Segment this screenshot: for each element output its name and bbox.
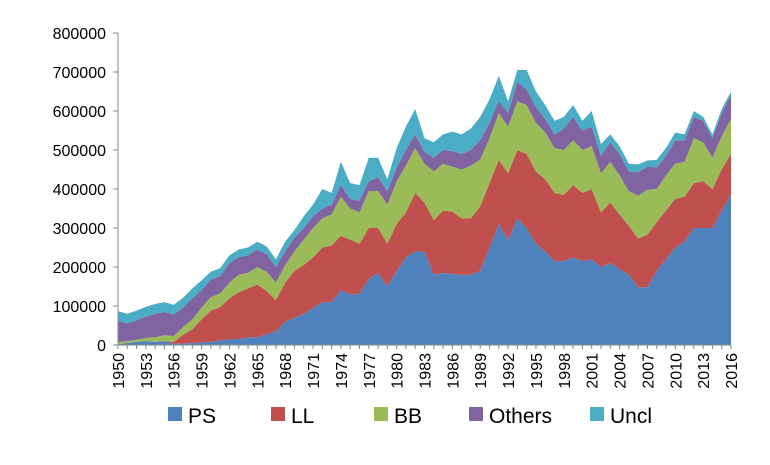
y-tick-label: 700000 bbox=[53, 65, 106, 82]
legend-label: BB bbox=[394, 405, 422, 428]
legend-label: Others bbox=[489, 405, 552, 428]
y-tick-label: 300000 bbox=[53, 221, 106, 238]
y-tick-label: 800000 bbox=[53, 26, 106, 43]
x-tick-label: 1953 bbox=[139, 353, 156, 389]
x-tick-label: 1965 bbox=[250, 353, 267, 389]
legend-swatch bbox=[271, 407, 285, 421]
x-tick-label: 1980 bbox=[390, 353, 407, 389]
x-tick-label: 1986 bbox=[445, 353, 462, 389]
x-tick-label: 2016 bbox=[724, 353, 741, 389]
x-tick-label: 2010 bbox=[668, 353, 685, 389]
legend-swatch bbox=[590, 407, 604, 421]
legend-item-others: Others bbox=[469, 405, 552, 428]
area-series-bb bbox=[118, 101, 731, 345]
y-tick-label: 500000 bbox=[53, 143, 106, 160]
x-tick-label: 1971 bbox=[306, 353, 323, 389]
x-tick-label: 1992 bbox=[501, 353, 518, 389]
x-tick-label: 1998 bbox=[557, 353, 574, 389]
y-axis-ticks: 0 100000 200000 300000 400000 500000 600000 700… bbox=[53, 26, 118, 355]
legend-item-bb: BB bbox=[374, 405, 422, 428]
x-tick-label: 1968 bbox=[278, 353, 295, 389]
legend: PS LL BB Others Uncl bbox=[168, 405, 652, 428]
legend-item-uncl: Uncl bbox=[590, 405, 652, 428]
x-tick-label: 1974 bbox=[334, 353, 351, 389]
x-tick-label: 2007 bbox=[640, 353, 657, 389]
legend-swatch bbox=[469, 407, 483, 421]
area-series-ll bbox=[118, 150, 731, 345]
legend-swatch bbox=[168, 407, 182, 421]
y-tick-label: 400000 bbox=[53, 182, 106, 199]
legend-label: Uncl bbox=[610, 405, 652, 428]
area-series-group bbox=[118, 70, 731, 345]
x-tick-label: 1977 bbox=[362, 353, 379, 389]
area-series-ps bbox=[118, 194, 731, 345]
legend-item-ll: LL bbox=[271, 405, 314, 428]
legend-item-ps: PS bbox=[168, 405, 216, 428]
x-tick-label: 2004 bbox=[613, 353, 630, 389]
x-tick-label: 1995 bbox=[529, 353, 546, 389]
x-axis-ticks: 1950 1953 1956 1959 1962 1965 1968 1971 1974 1977… bbox=[111, 345, 741, 389]
x-tick-label: 2001 bbox=[585, 353, 602, 389]
y-tick-label: 100000 bbox=[53, 299, 106, 316]
x-tick-label: 1989 bbox=[473, 353, 490, 389]
legend-swatch bbox=[374, 407, 388, 421]
x-tick-label: 1983 bbox=[418, 353, 435, 389]
area-series-uncl bbox=[118, 70, 731, 324]
legend-label: LL bbox=[291, 405, 314, 428]
y-tick-label: 200000 bbox=[53, 260, 106, 277]
x-tick-label: 2013 bbox=[696, 353, 713, 389]
x-tick-label: 1956 bbox=[167, 353, 184, 389]
x-tick-label: 1950 bbox=[111, 353, 128, 389]
y-tick-label: 0 bbox=[97, 338, 106, 355]
legend-label: PS bbox=[188, 405, 216, 428]
y-tick-label: 600000 bbox=[53, 104, 106, 121]
area-series-others bbox=[118, 81, 731, 343]
x-tick-label: 1962 bbox=[222, 353, 239, 389]
x-tick-label: 1959 bbox=[195, 353, 212, 389]
